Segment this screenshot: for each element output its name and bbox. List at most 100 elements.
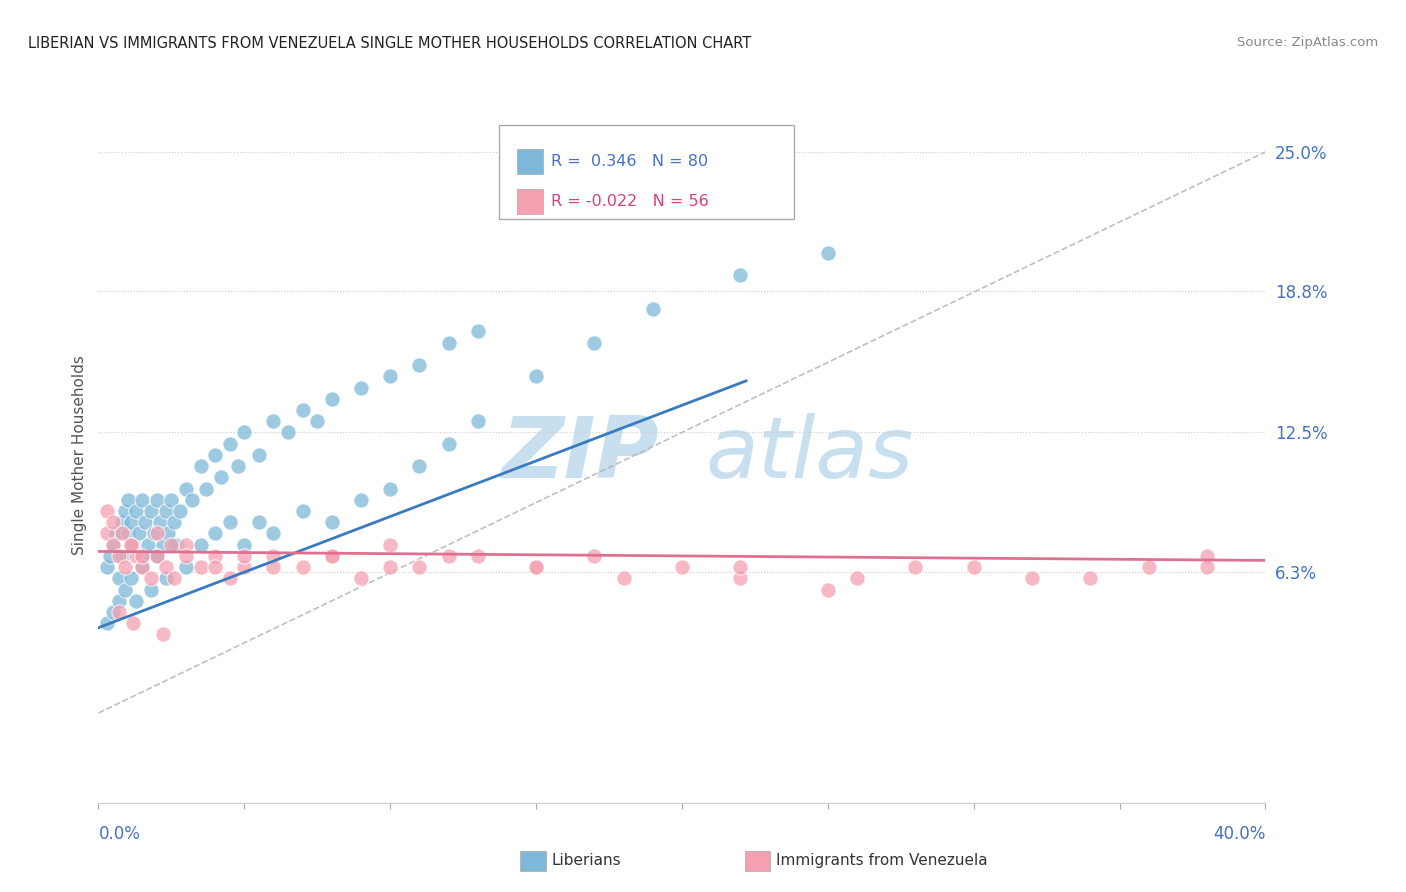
Text: Immigrants from Venezuela: Immigrants from Venezuela — [776, 854, 988, 868]
Point — [846, 571, 869, 585]
Text: R =  0.346   N = 80: R = 0.346 N = 80 — [551, 154, 709, 169]
Text: 0.0%: 0.0% — [98, 825, 141, 843]
Point — [730, 560, 752, 574]
Text: ZIP: ZIP — [501, 413, 658, 497]
Point — [160, 492, 183, 507]
Point — [108, 605, 131, 619]
Point — [437, 335, 460, 350]
Point — [101, 605, 124, 619]
Point — [1080, 571, 1102, 585]
Point — [291, 560, 314, 574]
Point — [524, 560, 547, 574]
Point — [583, 549, 606, 563]
Point — [817, 582, 839, 597]
Point — [817, 246, 839, 260]
Point — [247, 515, 270, 529]
Point — [152, 538, 174, 552]
Point — [108, 571, 131, 585]
Point — [730, 571, 752, 585]
Point — [96, 504, 118, 518]
Point — [120, 515, 142, 529]
Point — [174, 549, 197, 563]
Point — [321, 392, 343, 406]
Point — [380, 369, 402, 384]
Point — [467, 549, 489, 563]
Point — [122, 538, 145, 552]
Point — [350, 492, 373, 507]
Point — [108, 594, 131, 608]
Point — [437, 549, 460, 563]
Point — [146, 526, 169, 541]
Point — [131, 549, 153, 563]
Point — [1195, 560, 1218, 574]
Point — [111, 549, 134, 563]
Point — [120, 571, 142, 585]
Point — [291, 504, 314, 518]
Point — [277, 425, 299, 440]
Point — [163, 515, 186, 529]
Text: 40.0%: 40.0% — [1213, 825, 1265, 843]
Point — [163, 538, 186, 552]
Point — [380, 560, 402, 574]
Point — [262, 414, 284, 428]
Point — [101, 515, 124, 529]
Point — [218, 571, 240, 585]
Point — [111, 526, 134, 541]
Point — [96, 526, 118, 541]
Point — [204, 526, 226, 541]
Point — [524, 560, 547, 574]
Point — [380, 482, 402, 496]
Point — [101, 538, 124, 552]
Point — [209, 470, 232, 484]
Point — [408, 459, 430, 474]
Point — [190, 459, 212, 474]
Point — [96, 616, 118, 631]
Point — [174, 560, 197, 574]
Point — [1137, 560, 1160, 574]
Point — [350, 571, 373, 585]
Point — [730, 268, 752, 283]
Point — [350, 381, 373, 395]
Point — [174, 538, 197, 552]
Point — [146, 549, 169, 563]
Point — [307, 414, 329, 428]
Point — [1021, 571, 1043, 585]
Point — [139, 582, 162, 597]
Point — [1195, 549, 1218, 563]
Point — [111, 515, 134, 529]
Point — [117, 492, 139, 507]
Text: R = -0.022   N = 56: R = -0.022 N = 56 — [551, 194, 709, 209]
Point — [195, 482, 218, 496]
Point — [120, 538, 142, 552]
Point — [125, 594, 148, 608]
Point — [524, 369, 547, 384]
Point — [218, 436, 240, 450]
Point — [228, 459, 250, 474]
Point — [190, 538, 212, 552]
Point — [160, 538, 183, 552]
Point — [233, 560, 256, 574]
Point — [139, 504, 162, 518]
Point — [108, 549, 131, 563]
Point — [114, 582, 136, 597]
Point — [142, 526, 165, 541]
Point — [321, 515, 343, 529]
Point — [134, 515, 156, 529]
Point — [128, 526, 150, 541]
Text: LIBERIAN VS IMMIGRANTS FROM VENEZUELA SINGLE MOTHER HOUSEHOLDS CORRELATION CHART: LIBERIAN VS IMMIGRANTS FROM VENEZUELA SI… — [28, 36, 751, 51]
Point — [408, 358, 430, 372]
Text: Source: ZipAtlas.com: Source: ZipAtlas.com — [1237, 36, 1378, 49]
Point — [104, 526, 127, 541]
Point — [146, 549, 169, 563]
Point — [190, 560, 212, 574]
Point — [321, 549, 343, 563]
Point — [437, 436, 460, 450]
Point — [114, 560, 136, 574]
Point — [233, 538, 256, 552]
Point — [233, 425, 256, 440]
Point — [180, 492, 202, 507]
Point — [114, 504, 136, 518]
Point — [904, 560, 927, 574]
Point — [155, 504, 177, 518]
Point — [380, 538, 402, 552]
